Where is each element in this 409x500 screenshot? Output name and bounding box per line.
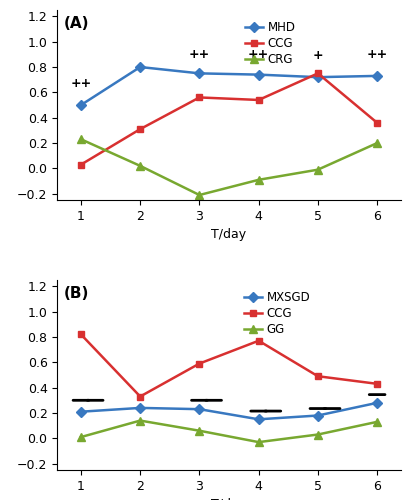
Text: ++: ++ (248, 48, 269, 60)
GG (138, 418, 143, 424)
CCG (79, 332, 83, 338)
CRG (79, 136, 83, 142)
Text: ++: ++ (189, 48, 210, 60)
Legend: MHD, CCG, CRG: MHD, CCG, CRG (241, 18, 299, 70)
Text: ++: ++ (70, 77, 92, 90)
CRG (138, 163, 143, 169)
Line: CRG: CRG (77, 136, 381, 199)
MXSGD (79, 408, 83, 414)
MXSGD (315, 412, 320, 418)
Line: MXSGD: MXSGD (77, 400, 381, 423)
GG (197, 428, 202, 434)
Line: GG: GG (77, 417, 381, 446)
CRG (256, 177, 261, 183)
Text: +: + (312, 49, 323, 62)
Line: CCG: CCG (77, 331, 381, 400)
MXSGD (256, 416, 261, 422)
Text: (B): (B) (64, 286, 90, 300)
X-axis label: T/day: T/day (211, 498, 247, 500)
MHD (375, 73, 380, 79)
Line: MHD: MHD (77, 64, 381, 108)
Legend: MXSGD, CCG, GG: MXSGD, CCG, GG (240, 288, 314, 340)
Text: ++: ++ (366, 48, 388, 60)
MHD (197, 70, 202, 76)
MHD (138, 64, 143, 70)
MXSGD (197, 406, 202, 412)
CCG (315, 373, 320, 379)
CCG (315, 70, 320, 76)
GG (315, 432, 320, 438)
Text: (A): (A) (64, 16, 90, 30)
GG (79, 434, 83, 440)
MHD (315, 74, 320, 80)
MHD (79, 102, 83, 108)
MXSGD (375, 400, 380, 406)
MHD (256, 72, 261, 78)
CCG (79, 162, 83, 168)
CCG (256, 338, 261, 344)
CRG (197, 192, 202, 198)
CCG (138, 126, 143, 132)
CCG (375, 381, 380, 387)
GG (256, 439, 261, 445)
CCG (138, 394, 143, 400)
X-axis label: T/day: T/day (211, 228, 247, 241)
MXSGD (138, 405, 143, 411)
CCG (197, 360, 202, 366)
Line: CCG: CCG (77, 70, 381, 168)
CCG (256, 97, 261, 103)
CCG (197, 94, 202, 100)
CRG (375, 140, 380, 146)
GG (375, 419, 380, 425)
CCG (375, 120, 380, 126)
CRG (315, 166, 320, 172)
